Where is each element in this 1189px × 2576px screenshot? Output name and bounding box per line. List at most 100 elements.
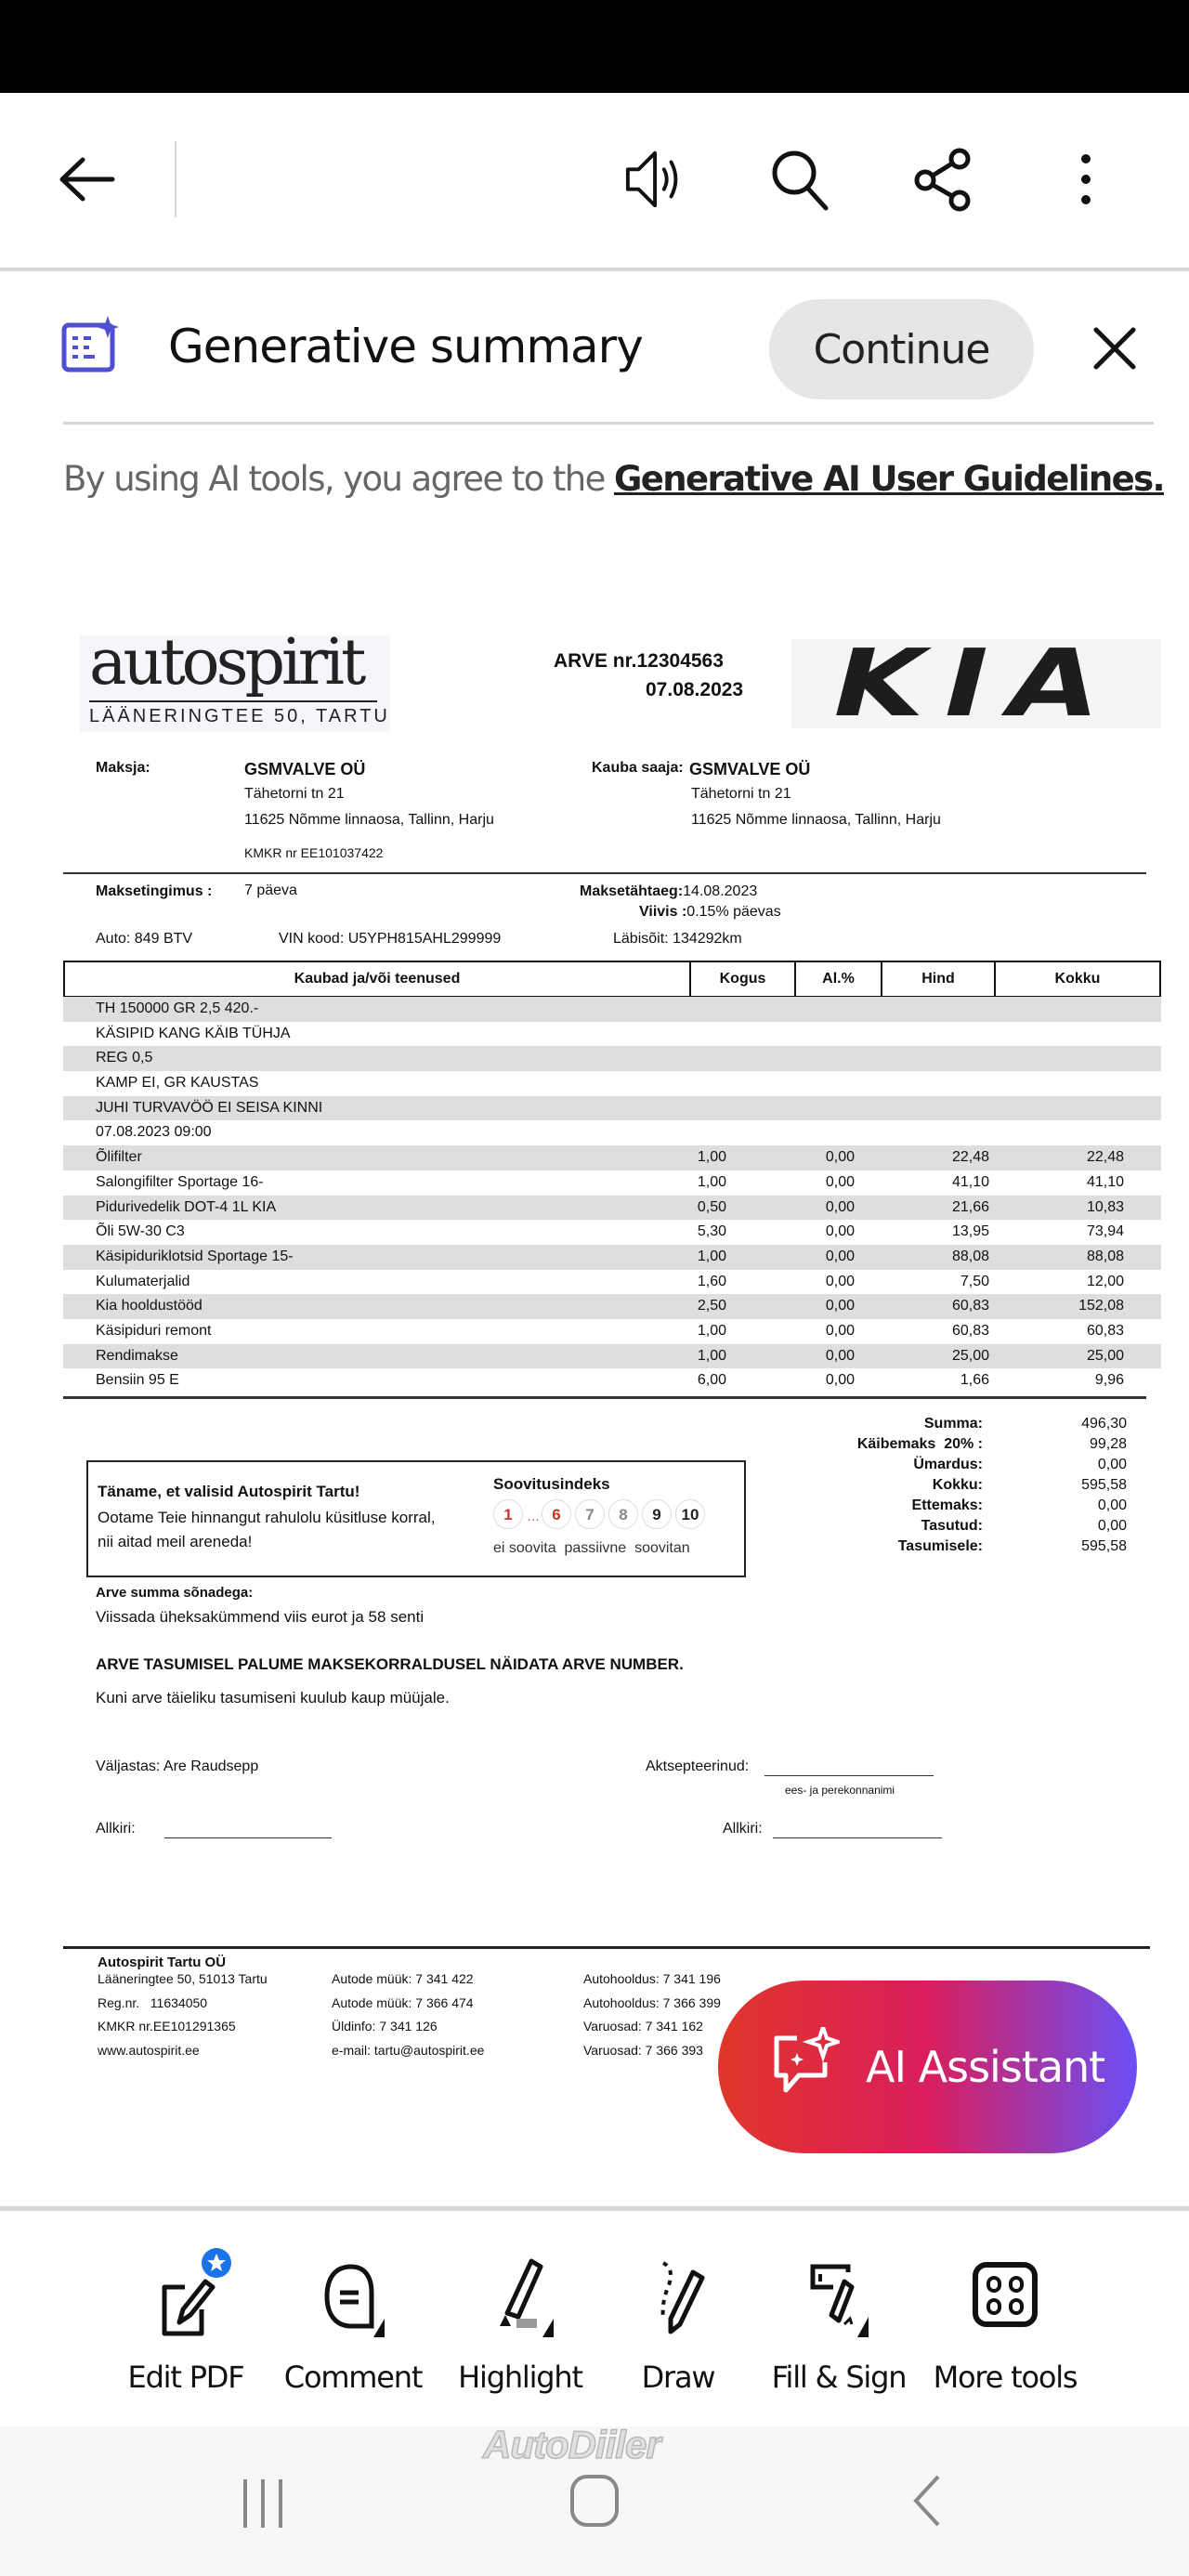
edit-pdf-icon	[162, 2248, 231, 2336]
tools-divider	[0, 2206, 1189, 2211]
item-quantity: 1,00	[697, 1173, 726, 1190]
autospirit-logo: autospirit LÄÄNERINGTEE 50, TARTU	[80, 626, 390, 732]
ai-assistant-button[interactable]: AI Assistant	[718, 1981, 1137, 2153]
amount-words: Viissada üheksakümmend viis eurot ja 58 …	[96, 1608, 425, 1626]
more-vert-icon[interactable]	[1053, 147, 1118, 212]
tool-label: Highlight	[458, 2360, 583, 2395]
item-description: Käsipiduri remont	[96, 1322, 212, 1339]
items-table: TH 150000 GR 2,5 420.- KÄSIPID KANG KÄIB …	[63, 997, 1161, 1393]
recommend-scores: 1 … 6 7 8 9 10	[493, 1499, 709, 1529]
table-row: Õli 5W-30 C3 5,30 0,00 13,95 73,94	[63, 1220, 1161, 1245]
feedback-line1: Ootame Teie hinnangut rahulolu küsitluse…	[98, 1509, 436, 1526]
feedback-line2: nii aitad meil areneda!	[98, 1533, 253, 1550]
car-plate: Auto: 849 BTV	[96, 931, 193, 947]
total-label: Kokku:	[932, 1477, 983, 1493]
kia-logo-text: KIA	[819, 639, 1133, 728]
item-description: Kia hooldustööd	[96, 1298, 203, 1314]
search-icon[interactable]	[768, 147, 833, 212]
item-quantity: 1,00	[697, 1347, 726, 1364]
terms-label: Maksetingimus :	[96, 883, 213, 899]
feedback-box: Täname, et valisid Autospirit Tartu! Oot…	[86, 1460, 746, 1577]
item-total: 88,08	[1086, 1248, 1124, 1264]
item-description: TH 150000 GR 2,5 420.-	[96, 1000, 259, 1016]
table-row: Käsipiduri remont 1,00 0,00 60,83 60,83	[63, 1319, 1161, 1344]
footer-contact-line: Autohooldus: 7 341 196	[583, 1971, 721, 1986]
payer-label: Maksja:	[96, 760, 150, 776]
penalty-label: Viivis :	[639, 904, 687, 920]
item-vat: 0,00	[825, 1173, 855, 1190]
table-row: Õlifilter 1,00 0,00 22,48 22,48	[63, 1145, 1161, 1170]
share-icon[interactable]	[911, 147, 976, 212]
invoice-date: 07.08.2023	[646, 679, 744, 700]
recent-apps-icon[interactable]	[240, 2476, 286, 2536]
continue-button[interactable]: Continue	[769, 299, 1034, 399]
item-vat: 0,00	[825, 1198, 855, 1215]
read-aloud-icon[interactable]	[624, 147, 689, 212]
accepted-label: Aktsepteerinud:	[646, 1759, 750, 1774]
due-value: 14.08.2023	[683, 883, 758, 899]
tool-comment[interactable]: Comment	[269, 2248, 437, 2395]
item-description: REG 0,5	[96, 1050, 153, 1066]
table-row: Rendimakse 1,00 0,00 25,00 25,00	[63, 1343, 1161, 1369]
ownership-notice: Kuni arve täieliku tasumiseni kuulub kau…	[96, 1689, 450, 1706]
nav-back-icon[interactable]	[908, 2473, 946, 2533]
score-ellipsis: …	[527, 1508, 540, 1523]
terms-value: 7 päeva	[244, 883, 297, 898]
recommend-index-title: Soovitusindeks	[493, 1475, 610, 1493]
score-9: 9	[642, 1499, 672, 1529]
table-row: Salongifilter Sportage 16- 1,00 0,00 41,10 4…	[63, 1170, 1161, 1196]
footer-company: Autospirit Tartu OÜ	[98, 1955, 227, 1970]
total-value: 99,28	[1089, 1436, 1127, 1452]
item-total: 60,83	[1086, 1322, 1124, 1339]
tool-label: More tools	[933, 2360, 1078, 2395]
item-vat: 0,00	[825, 1372, 855, 1389]
payer-name: GSMVALVE OÜ	[244, 760, 366, 778]
close-icon[interactable]	[1091, 325, 1138, 376]
issued-by: Väljastas: Are Raudsepp	[96, 1759, 259, 1774]
total-value: 0,00	[1097, 1518, 1127, 1534]
item-description: Bensiin 95 E	[96, 1372, 179, 1389]
footer-contact-line: Üldinfo: 7 341 126	[332, 2019, 438, 2033]
footer-contact-line: Varuosad: 7 341 162	[583, 2019, 703, 2033]
back-arrow-icon[interactable]	[54, 147, 119, 212]
score-6: 6	[542, 1499, 571, 1529]
tool-more-tools[interactable]: More tools	[921, 2248, 1089, 2395]
tool-draw[interactable]: Draw	[594, 2248, 762, 2395]
status-bar	[0, 0, 1189, 93]
item-price: 1,66	[960, 1372, 989, 1389]
fill-sign-icon	[810, 2264, 869, 2337]
ai-guidelines-link[interactable]: Generative AI User Guidelines.	[613, 459, 1166, 499]
item-quantity: 1,00	[697, 1149, 726, 1166]
disclaimer-text: By using AI tools, you agree to the	[63, 459, 614, 499]
receiver-label: Kauba saaja:	[592, 760, 684, 776]
tool-edit-pdf[interactable]: Edit PDF	[102, 2248, 269, 2395]
item-quantity: 1,60	[697, 1273, 726, 1289]
footer-contact-line: Varuosad: 7 366 393	[583, 2042, 703, 2058]
item-vat: 0,00	[825, 1347, 855, 1364]
item-vat: 0,00	[825, 1322, 855, 1339]
item-total: 152,08	[1078, 1298, 1124, 1314]
table-row: KAMP EI, GR KAUSTAS	[63, 1071, 1161, 1096]
item-total: 41,10	[1086, 1173, 1124, 1190]
tool-highlight[interactable]: Highlight	[437, 2248, 604, 2395]
home-icon[interactable]	[568, 2473, 621, 2533]
item-quantity: 2,50	[697, 1298, 726, 1314]
payment-notice: ARVE TASUMISEL PALUME MAKSEKORRALDUSEL N…	[96, 1655, 684, 1673]
footer-line	[63, 1946, 1150, 1949]
tool-fill-sign[interactable]: Fill & Sign	[755, 2248, 922, 2395]
toolbar-bottom-divider	[0, 268, 1189, 271]
total-label: Ettemaks:	[911, 1497, 983, 1513]
item-price: 41,10	[951, 1173, 989, 1190]
col-header-price: Hind	[882, 962, 996, 996]
item-price: 21,66	[951, 1198, 989, 1215]
footer-contact-line: Autode müük: 7 341 422	[332, 1971, 474, 1986]
signature-label-seller: Allkiri:	[96, 1821, 136, 1837]
table-row: Bensiin 95 E 6,00 0,00 1,66 9,96	[63, 1368, 1161, 1393]
footer-contact-line: KMKR nr.EE101291365	[98, 2019, 236, 2033]
accepted-line	[764, 1775, 934, 1776]
toolbar-divider	[175, 141, 176, 217]
penalty-value: 0.15% päevas	[686, 904, 781, 920]
highlight-icon	[500, 2258, 554, 2337]
item-description: KAMP EI, GR KAUSTAS	[96, 1075, 259, 1092]
comment-icon	[324, 2264, 385, 2337]
